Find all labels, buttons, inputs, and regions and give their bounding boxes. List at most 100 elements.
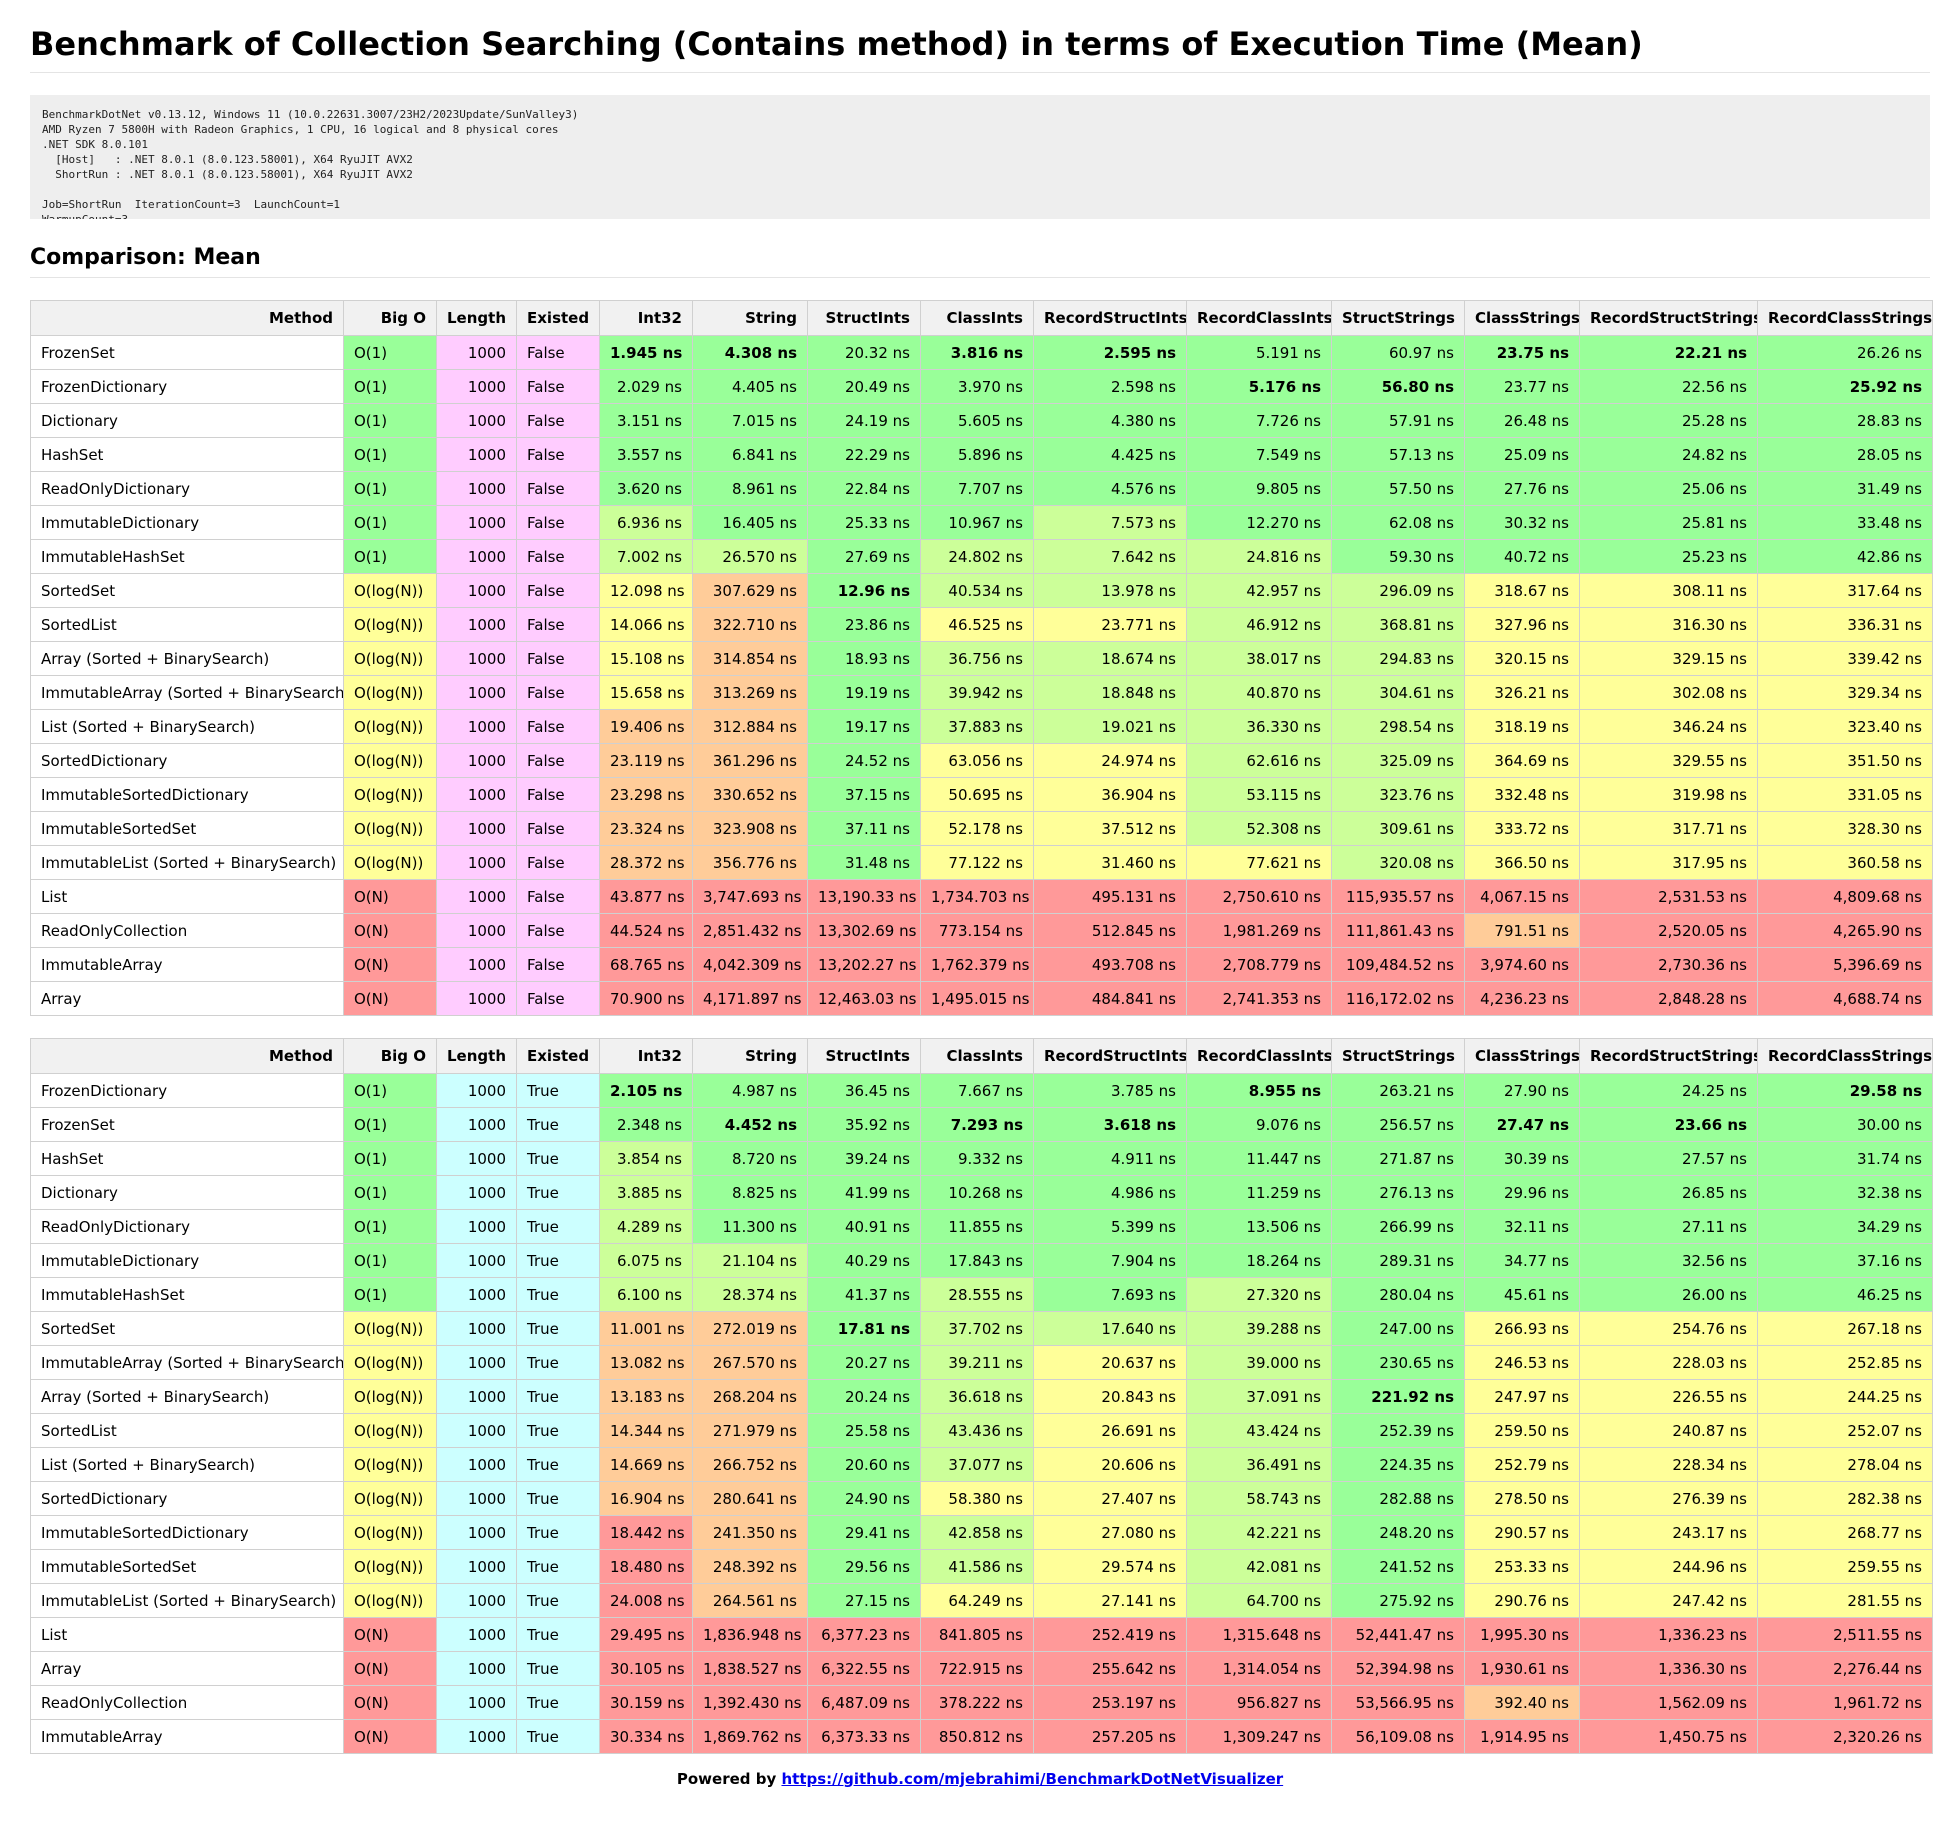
- bigo-cell: O(log(N)): [343, 607, 437, 642]
- length-cell: 1000: [436, 1107, 517, 1142]
- table-row: ImmutableArray O(N) 1000 False 68.765 ns 4,04…: [30, 947, 1933, 982]
- value-cell: 275.92 ns: [1331, 1583, 1465, 1618]
- value-cell: 13,202.27 ns: [807, 947, 921, 982]
- existed-cell: False: [516, 505, 600, 540]
- value-cell: 39.942 ns: [920, 675, 1034, 710]
- value-cell: 276.39 ns: [1579, 1481, 1758, 1516]
- bigo-cell: O(1): [343, 437, 437, 472]
- value-cell: 18.480 ns: [599, 1549, 693, 1584]
- value-cell: 8.961 ns: [692, 471, 808, 506]
- value-cell: 4,171.897 ns: [692, 981, 808, 1016]
- method-cell: Array (Sorted + BinarySearch): [30, 641, 344, 676]
- value-cell: 320.08 ns: [1331, 845, 1465, 880]
- bigo-cell: O(N): [343, 1685, 437, 1720]
- method-cell: SortedSet: [30, 1311, 344, 1346]
- existed-cell: True: [516, 1583, 600, 1618]
- value-cell: 267.570 ns: [692, 1345, 808, 1380]
- value-cell: 317.71 ns: [1579, 811, 1758, 846]
- value-cell: 512.845 ns: [1033, 913, 1187, 948]
- value-cell: 1,336.23 ns: [1579, 1617, 1758, 1652]
- bigo-cell: O(log(N)): [343, 777, 437, 812]
- existed-cell: False: [516, 437, 600, 472]
- value-cell: 20.32 ns: [807, 335, 921, 370]
- table-row: ImmutableHashSet O(1) 1000 False 7.002 ns 26.…: [30, 539, 1933, 574]
- value-cell: 41.586 ns: [920, 1549, 1034, 1584]
- value-cell: 244.96 ns: [1579, 1549, 1758, 1584]
- value-cell: 312.884 ns: [692, 709, 808, 744]
- value-cell: 7.693 ns: [1033, 1277, 1187, 1312]
- value-cell: 22.84 ns: [807, 471, 921, 506]
- table-row: FrozenDictionary O(1) 1000 True 2.105 ns 4.98…: [30, 1073, 1933, 1108]
- length-cell: 1000: [436, 845, 517, 880]
- existed-cell: True: [516, 1311, 600, 1346]
- value-cell: 42.221 ns: [1186, 1515, 1332, 1550]
- method-cell: FrozenDictionary: [30, 369, 344, 404]
- comparison-heading: Comparison: Mean: [30, 243, 1930, 278]
- column-header: Length: [436, 300, 517, 336]
- value-cell: 8.825 ns: [692, 1175, 808, 1210]
- existed-cell: False: [516, 879, 600, 914]
- value-cell: 44.524 ns: [599, 913, 693, 948]
- value-cell: 378.222 ns: [920, 1685, 1034, 1720]
- value-cell: 493.708 ns: [1033, 947, 1187, 982]
- value-cell: 57.50 ns: [1331, 471, 1465, 506]
- value-cell: 12.270 ns: [1186, 505, 1332, 540]
- value-cell: 24.82 ns: [1579, 437, 1758, 472]
- value-cell: 791.51 ns: [1464, 913, 1580, 948]
- bigo-cell: O(log(N)): [343, 743, 437, 778]
- value-cell: 243.17 ns: [1579, 1515, 1758, 1550]
- existed-cell: True: [516, 1345, 600, 1380]
- value-cell: 230.65 ns: [1331, 1345, 1465, 1380]
- value-cell: 15.108 ns: [599, 641, 693, 676]
- value-cell: 4.911 ns: [1033, 1141, 1187, 1176]
- existed-cell: False: [516, 403, 600, 438]
- visualizer-link[interactable]: https://github.com/mjebrahimi/BenchmarkD…: [781, 1770, 1284, 1788]
- value-cell: 4.425 ns: [1033, 437, 1187, 472]
- method-cell: FrozenSet: [30, 335, 344, 370]
- value-cell: 4,809.68 ns: [1757, 879, 1933, 914]
- value-cell: 328.30 ns: [1757, 811, 1933, 846]
- value-cell: 267.18 ns: [1757, 1311, 1933, 1346]
- existed-cell: True: [516, 1719, 600, 1754]
- column-header: RecordClassInts: [1186, 1038, 1332, 1074]
- value-cell: 40.91 ns: [807, 1209, 921, 1244]
- existed-cell: False: [516, 811, 600, 846]
- value-cell: 254.76 ns: [1579, 1311, 1758, 1346]
- bigo-cell: O(1): [343, 335, 437, 370]
- value-cell: 23.324 ns: [599, 811, 693, 846]
- value-cell: 351.50 ns: [1757, 743, 1933, 778]
- value-cell: 30.334 ns: [599, 1719, 693, 1754]
- length-cell: 1000: [436, 1345, 517, 1380]
- value-cell: 1,336.30 ns: [1579, 1651, 1758, 1686]
- column-header: ClassInts: [920, 1038, 1034, 1074]
- column-header: String: [692, 300, 808, 336]
- value-cell: 31.48 ns: [807, 845, 921, 880]
- value-cell: 24.52 ns: [807, 743, 921, 778]
- length-cell: 1000: [436, 1515, 517, 1550]
- value-cell: 9.332 ns: [920, 1141, 1034, 1176]
- value-cell: 1,961.72 ns: [1757, 1685, 1933, 1720]
- method-cell: FrozenSet: [30, 1107, 344, 1142]
- existed-cell: True: [516, 1107, 600, 1142]
- value-cell: 6.100 ns: [599, 1277, 693, 1312]
- column-header: RecordClassInts: [1186, 300, 1332, 336]
- bigo-cell: O(1): [343, 403, 437, 438]
- bigo-cell: O(log(N)): [343, 1549, 437, 1584]
- value-cell: 7.549 ns: [1186, 437, 1332, 472]
- bigo-cell: O(log(N)): [343, 1447, 437, 1482]
- value-cell: 244.25 ns: [1757, 1379, 1933, 1414]
- existed-cell: True: [516, 1651, 600, 1686]
- value-cell: 1,914.95 ns: [1464, 1719, 1580, 1754]
- value-cell: 27.57 ns: [1579, 1141, 1758, 1176]
- existed-cell: False: [516, 777, 600, 812]
- value-cell: 4.380 ns: [1033, 403, 1187, 438]
- value-cell: 57.91 ns: [1331, 403, 1465, 438]
- value-cell: 52,394.98 ns: [1331, 1651, 1465, 1686]
- value-cell: 281.55 ns: [1757, 1583, 1933, 1618]
- value-cell: 28.555 ns: [920, 1277, 1034, 1312]
- value-cell: 1,762.379 ns: [920, 947, 1034, 982]
- value-cell: 39.211 ns: [920, 1345, 1034, 1380]
- length-cell: 1000: [436, 675, 517, 710]
- existed-cell: False: [516, 675, 600, 710]
- value-cell: 26.48 ns: [1464, 403, 1580, 438]
